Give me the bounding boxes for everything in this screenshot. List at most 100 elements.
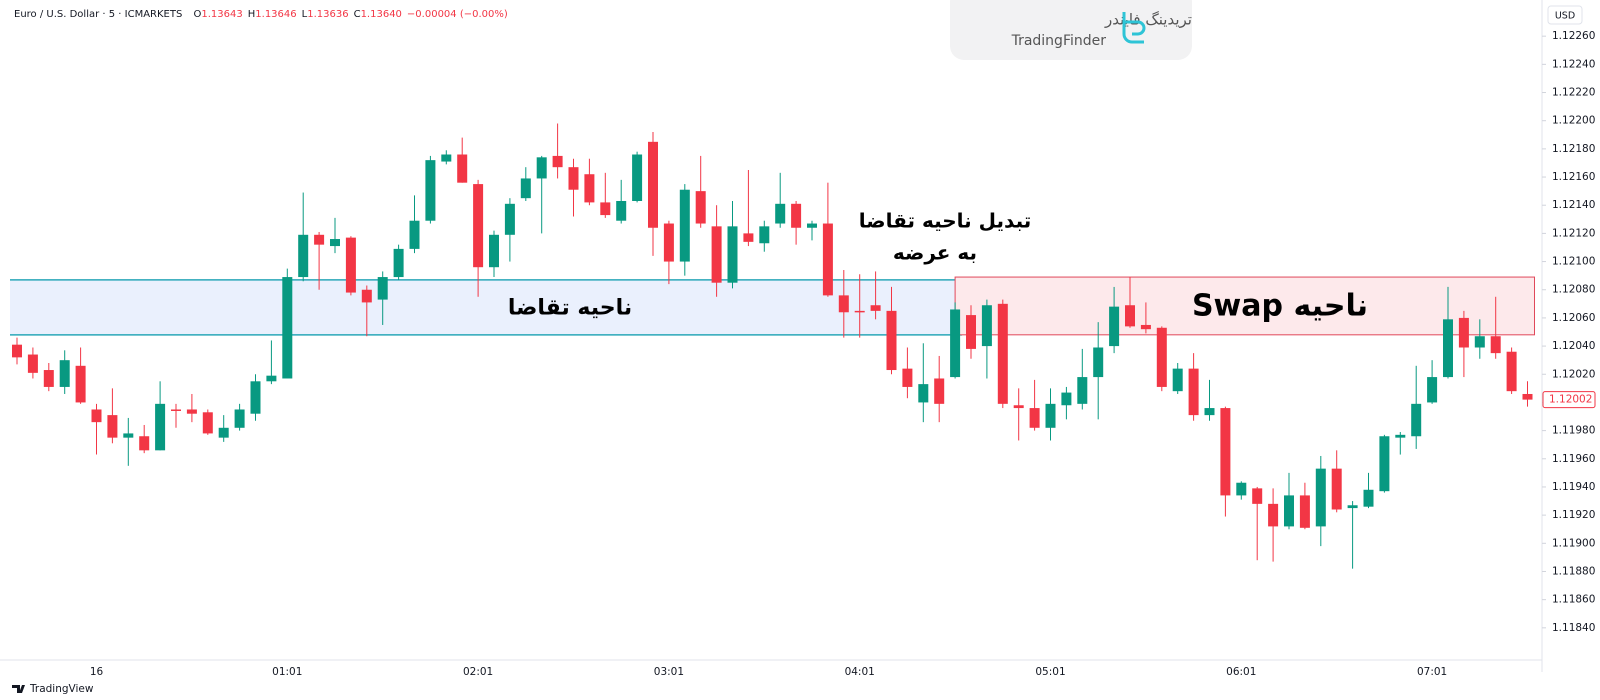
candle-body (377, 277, 388, 300)
candle-body (1093, 347, 1104, 378)
candle-body (282, 277, 293, 379)
candle-body (234, 409, 245, 428)
y-tick-label: 1.12260 (1552, 30, 1595, 42)
candle-body (584, 174, 595, 203)
ohlc-value: 1.13640 (361, 9, 402, 20)
watermark-logo (1122, 12, 1146, 44)
zone (955, 277, 1535, 335)
y-tick-label: 1.12160 (1552, 171, 1595, 183)
candle-body (1220, 408, 1231, 496)
candle-body (1077, 377, 1088, 404)
y-tick-label: 1.11840 (1552, 622, 1595, 634)
y-tick-label: 1.11900 (1552, 537, 1595, 549)
ohlc-value: 1.13643 (201, 9, 242, 20)
candle-body (43, 370, 54, 387)
candle-body (1125, 305, 1135, 327)
candle-body (1204, 408, 1215, 416)
candle-body (648, 141, 658, 228)
candle-body (361, 289, 372, 303)
candle-body (870, 305, 881, 311)
candle-body (632, 154, 643, 201)
candle-body (1443, 319, 1453, 378)
candle-body (791, 203, 802, 228)
candle-body (473, 184, 484, 268)
y-tick-label: 1.12120 (1552, 227, 1595, 239)
candle-body (1395, 434, 1406, 438)
candle-body (1045, 403, 1056, 428)
candle-body (1411, 403, 1422, 437)
x-tick-label: 04:01 (845, 666, 875, 678)
candle-body (695, 191, 706, 224)
zone (10, 279, 963, 335)
currency-label: USD (1555, 11, 1575, 22)
candle-body (1331, 468, 1342, 510)
candle-body (1013, 405, 1024, 409)
y-tick-label: 1.11880 (1552, 565, 1595, 577)
candle-body (902, 368, 913, 387)
candle-body (743, 233, 754, 242)
candle-body (838, 295, 849, 313)
candle-body (918, 384, 929, 403)
y-tick-label: 1.12020 (1552, 368, 1595, 380)
candle-body (314, 234, 325, 245)
candle-body (966, 315, 976, 349)
candle-body (1188, 368, 1199, 416)
candle-body (298, 234, 309, 278)
candle-body (1109, 306, 1120, 347)
candle-body (1299, 495, 1310, 528)
candle-body (711, 226, 722, 283)
watermark-en: TradingFinder (1011, 33, 1107, 49)
footer: TradingView (12, 683, 94, 695)
candle-body (886, 310, 897, 371)
candle-body (775, 203, 786, 224)
y-tick-label: 1.12100 (1552, 256, 1595, 268)
candle-body (171, 409, 181, 411)
candle-body (1363, 489, 1374, 507)
candle-body (600, 202, 611, 216)
y-tick-label: 1.12240 (1552, 58, 1595, 70)
x-tick-label: 05:01 (1035, 666, 1065, 678)
candle-body (330, 239, 340, 247)
candle-body (807, 223, 817, 228)
annotation: تبدیل ناحیه تقاضا (859, 209, 1032, 233)
y-tick-label: 1.11860 (1552, 594, 1595, 606)
candle-body (155, 403, 166, 451)
ohlc-key: H (248, 9, 256, 20)
candle-body (266, 375, 277, 382)
y-tick-label: 1.11940 (1552, 481, 1595, 493)
candle-body (123, 433, 134, 438)
candle-body (934, 378, 945, 404)
candle-body (1474, 336, 1485, 348)
ohlc-value: 1.13646 (255, 9, 296, 20)
x-tick-label: 06:01 (1226, 666, 1256, 678)
candle-body (679, 189, 690, 262)
ohlc-key: O (194, 9, 202, 20)
candle-body (1268, 503, 1279, 527)
candle-body (822, 223, 833, 296)
candle-body (520, 178, 531, 199)
change: −0.00004 (−0.00%) (407, 9, 508, 20)
x-tick-label: 01:01 (272, 666, 302, 678)
candle-body (1140, 324, 1151, 330)
last-price-label: 1.12002 (1549, 394, 1592, 406)
y-tick-label: 1.11960 (1552, 453, 1595, 465)
candle-body (409, 220, 420, 249)
y-tick-label: 1.12180 (1552, 143, 1595, 155)
y-tick-label: 1.12140 (1552, 199, 1595, 211)
candle-body (981, 305, 992, 347)
candle-body (663, 223, 674, 262)
footer-text: TradingView (29, 683, 94, 695)
watermark-box (950, 0, 1192, 60)
candle-body (186, 409, 197, 414)
candle-body (1458, 317, 1469, 348)
candle-body (1029, 408, 1040, 428)
candle-body (552, 155, 563, 168)
candle-body (1379, 436, 1390, 492)
candle-body (727, 226, 738, 283)
y-tick-label: 1.12200 (1552, 115, 1595, 127)
candle-body (441, 154, 452, 162)
watermark-fa: تریدینگ فایندر (1104, 11, 1192, 29)
zone-label: ناحیه تقاضا (508, 295, 632, 320)
candle-body (345, 237, 356, 293)
